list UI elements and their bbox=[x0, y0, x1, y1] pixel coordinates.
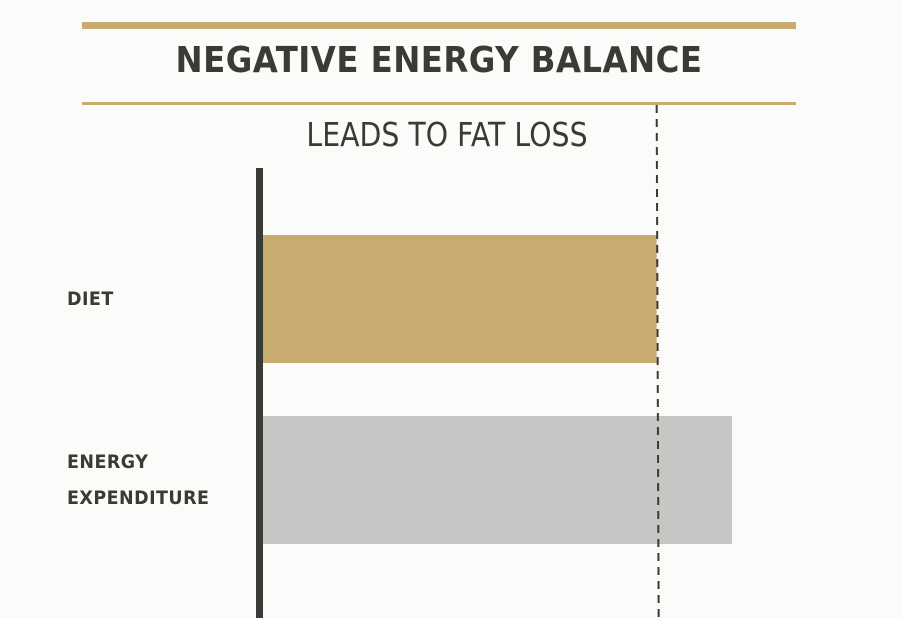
reference-line bbox=[655, 104, 660, 618]
category-label: DIET bbox=[67, 288, 114, 310]
category-label: ENERGY EXPENDITURE bbox=[67, 451, 210, 509]
chart-title: NEGATIVE ENERGY BALANCE bbox=[175, 40, 703, 81]
title-underline bbox=[82, 102, 796, 105]
top-rule bbox=[82, 22, 796, 29]
y-axis bbox=[256, 168, 263, 618]
bar-diet bbox=[260, 235, 657, 363]
chart-subtitle: LEADS TO FAT LOSS bbox=[306, 115, 588, 154]
bar-energy-expenditure bbox=[260, 416, 733, 544]
